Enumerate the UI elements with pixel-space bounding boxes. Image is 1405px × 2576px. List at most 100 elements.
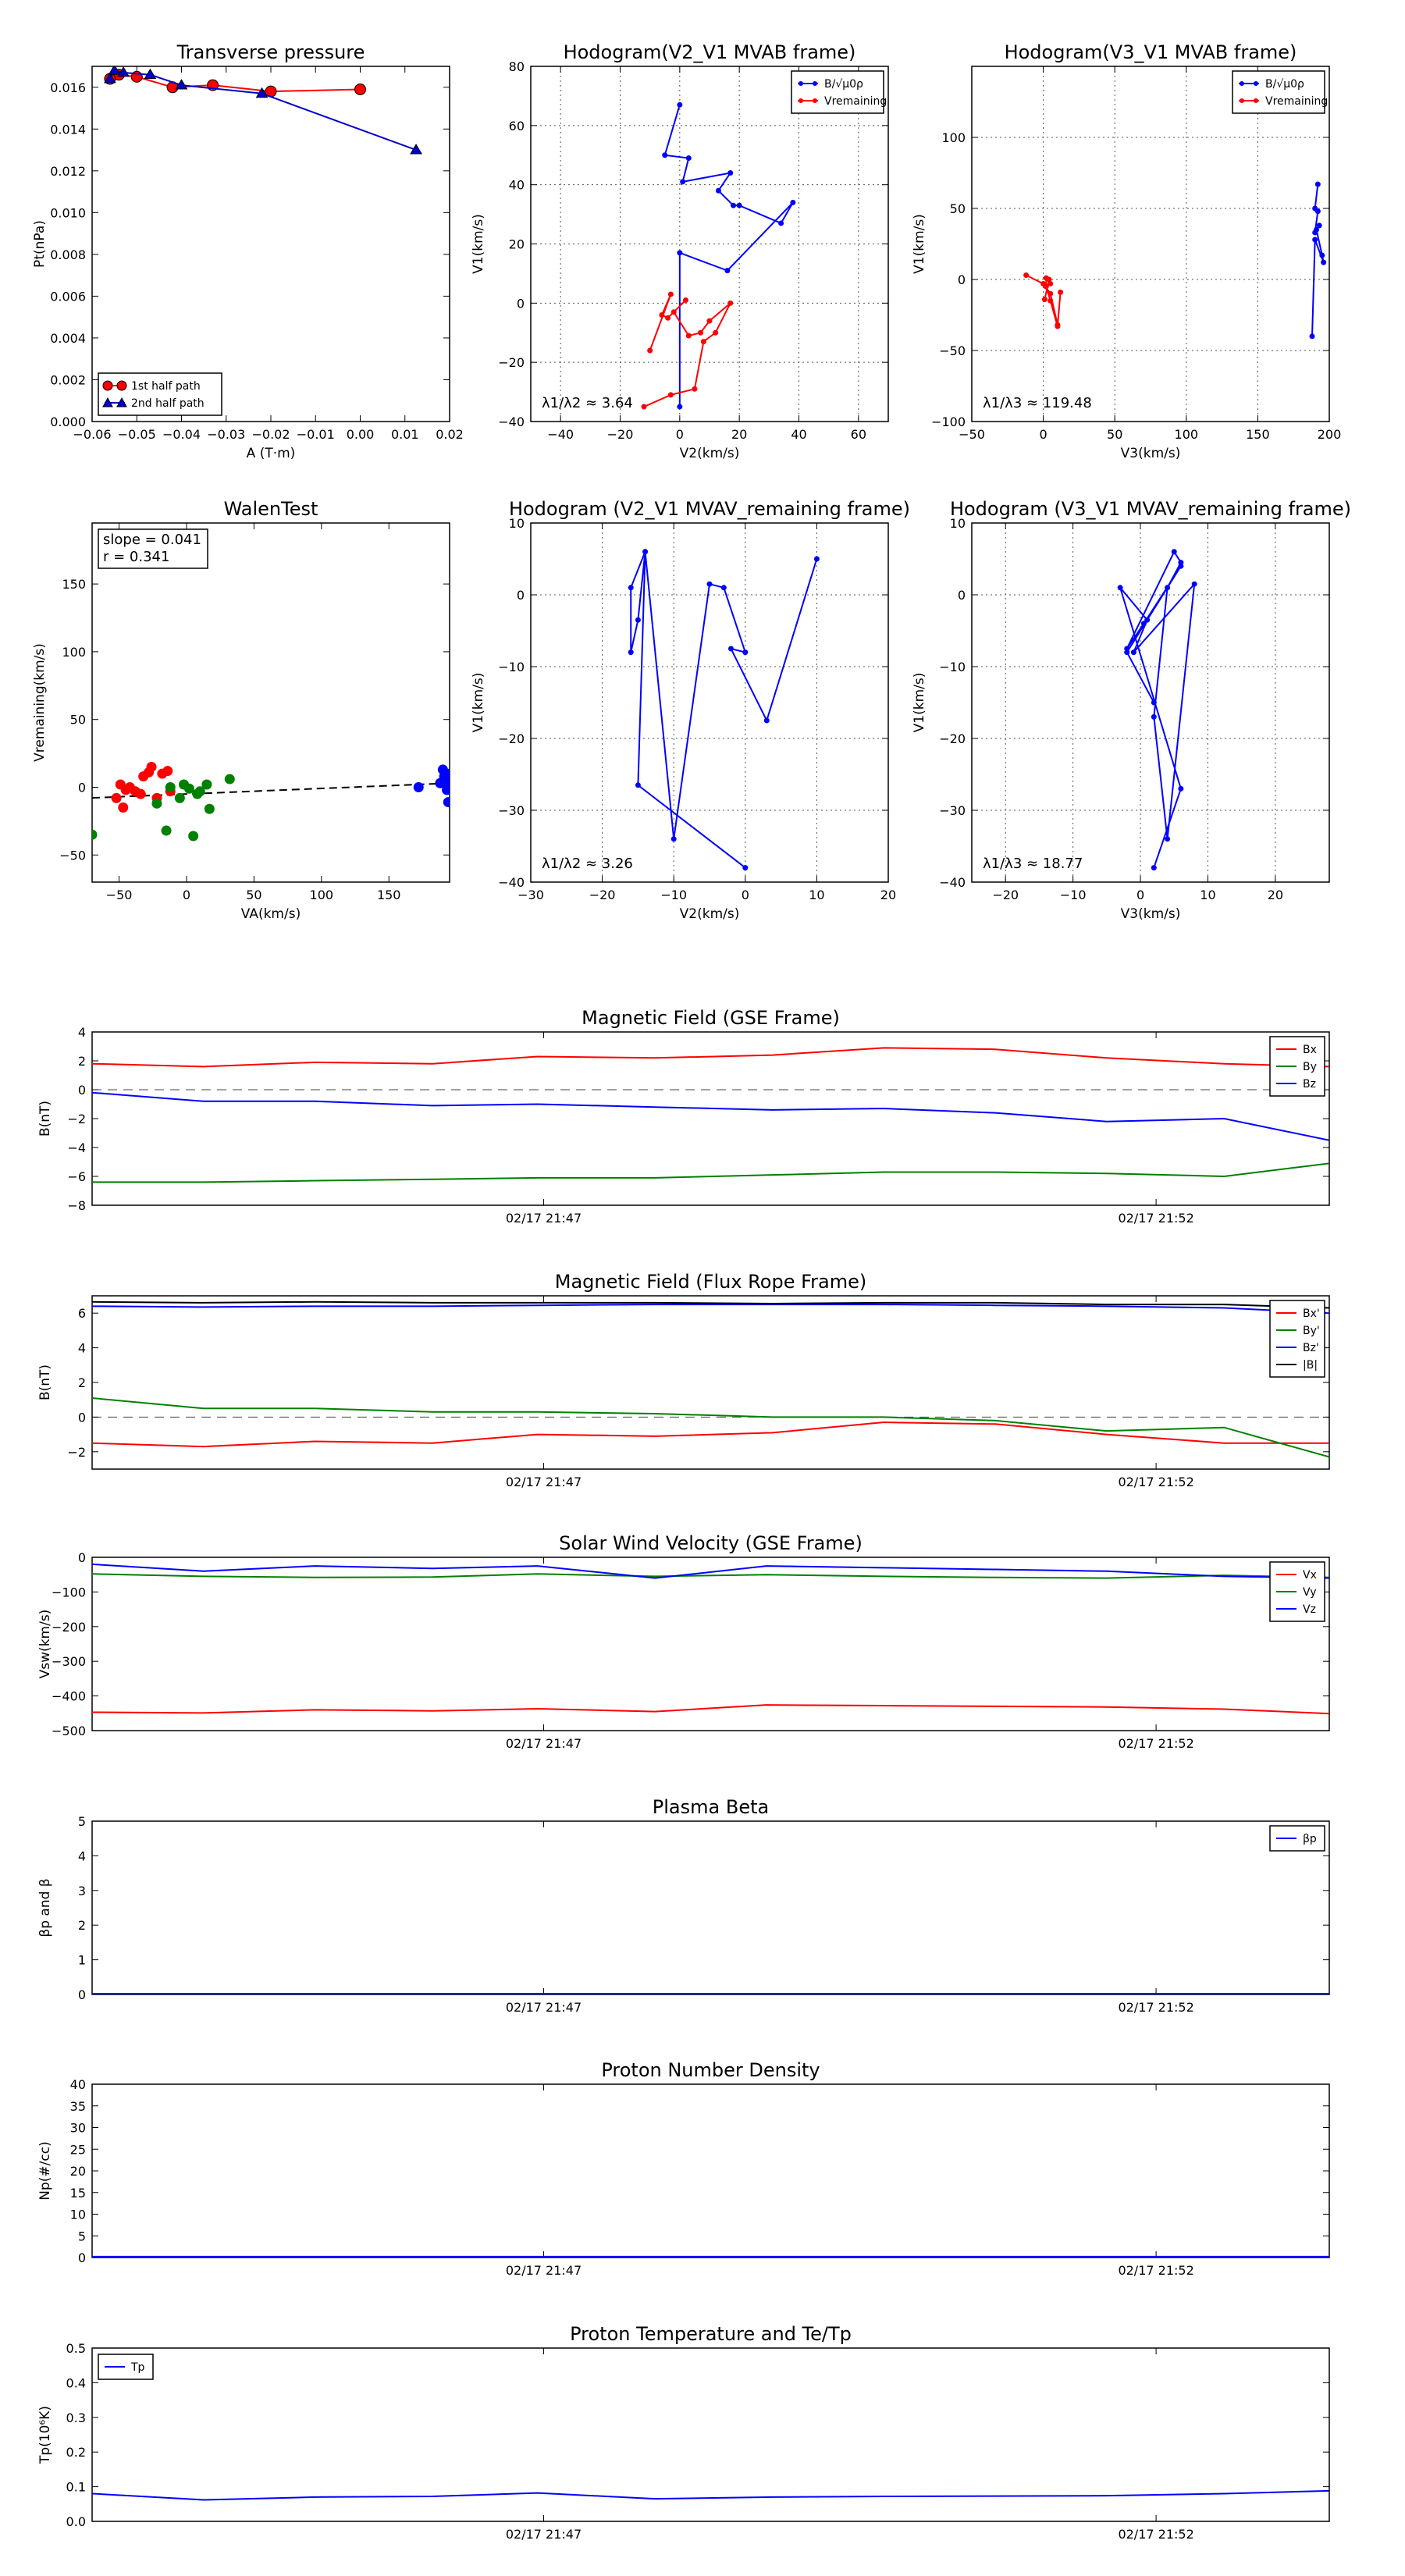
data-point [92, 829, 98, 840]
chart-title: Plasma Beta [653, 1796, 769, 1818]
data-point [677, 404, 683, 410]
y-tick-label: 0 [517, 296, 525, 311]
y-tick-label: 0.2 [66, 2445, 86, 2460]
data-point [720, 585, 727, 591]
plot-area [92, 1300, 1329, 1458]
data-point [790, 199, 796, 205]
chart-title: Hodogram(V3_V1 MVAB frame) [1005, 41, 1297, 63]
y-tick-label: 0.000 [50, 415, 86, 429]
legend-label: |B| [1303, 1359, 1318, 1372]
legend-label: Vremaining [824, 95, 887, 108]
data-point [1312, 237, 1318, 243]
y-tick-label: 40 [70, 2077, 86, 2092]
data-point [1178, 785, 1184, 792]
legend-box [98, 372, 222, 416]
legend-label: B/√μ0ρ [1265, 78, 1304, 91]
y-tick-label: −200 [52, 1620, 86, 1635]
data-point [1314, 181, 1321, 187]
y-tick-label: −30 [939, 803, 966, 818]
plot-area [641, 101, 796, 410]
y-axis-label: V1(km/s) [912, 673, 927, 733]
x-axis-label: A (T·m) [247, 446, 296, 461]
series-line-Bz' [92, 1304, 1329, 1315]
y-tick-label: 100 [62, 645, 86, 660]
annotation-text: λ1/λ3 ≈ 18.77 [983, 856, 1083, 872]
data-point [706, 318, 713, 324]
y-tick-label: 0 [517, 588, 525, 603]
data-point [778, 220, 784, 226]
y-tick-label: 0.4 [66, 2375, 86, 2390]
data-point [108, 66, 121, 75]
series-line-Bx [92, 1047, 1329, 1068]
data-point [1165, 836, 1171, 842]
y-tick-label: −100 [52, 1585, 86, 1599]
y-tick-label: 0.1 [66, 2480, 86, 2495]
legend-marker [116, 397, 127, 407]
chart-mag_gse: 02/17 21:47 02/17 21:52 −8 −6 −4 −2 0 2 4 Magneti… [37, 1007, 1330, 1226]
x-tick-label: −0.01 [297, 427, 335, 442]
legend-label: βp [1303, 1833, 1317, 1845]
data-point [1151, 699, 1157, 706]
y-tick-label: 0.012 [50, 164, 86, 179]
data-point [194, 786, 205, 797]
x-tick-label: 02/17 21:47 [506, 2000, 582, 2015]
y-tick-label: 0 [78, 1550, 86, 1565]
y-tick-label: 4 [78, 1025, 86, 1040]
axes-frame [91, 2347, 1330, 2522]
y-tick-label: 35 [70, 2099, 86, 2114]
x-tick-label: 0 [676, 427, 684, 442]
y-tick-label: 2 [78, 1375, 86, 1390]
y-tick-label: 50 [70, 713, 86, 728]
data-point [1144, 617, 1151, 623]
data-point [1312, 229, 1318, 236]
plot-area [92, 1047, 1329, 1183]
y-tick-label: −400 [52, 1689, 86, 1704]
data-point [188, 831, 199, 841]
y-tick-label: 1 [78, 1953, 86, 1968]
data-point [1191, 581, 1197, 587]
y-tick-label: 0 [958, 588, 966, 603]
y-tick-label: 0.5 [66, 2341, 86, 2356]
x-tick-label: 02/17 21:52 [1118, 1736, 1193, 1751]
chart-vsw: 02/17 21:47 02/17 21:52 −500 −400 −300 −200 −1… [37, 1532, 1330, 1751]
data-point [444, 777, 450, 788]
data-point [161, 825, 172, 836]
series-line-By' [92, 1397, 1329, 1458]
data-point [1041, 296, 1048, 302]
data-point [682, 297, 688, 304]
x-axis-label: V3(km/s) [1121, 446, 1181, 461]
data-point [165, 781, 176, 792]
data-point [698, 329, 704, 336]
data-point [1023, 272, 1030, 279]
x-tick-label: −10 [1060, 888, 1087, 902]
data-point [680, 179, 686, 185]
data-point [635, 782, 641, 788]
x-tick-label: −20 [992, 888, 1019, 902]
data-point [667, 291, 674, 297]
data-point [175, 79, 188, 90]
y-tick-label: −50 [59, 848, 86, 863]
x-tick-label: −0.03 [207, 427, 245, 442]
data-point [742, 865, 749, 871]
x-tick-label: 50 [246, 888, 261, 902]
y-tick-label: −500 [52, 1724, 86, 1738]
chart-title: Hodogram (V3_V1 MVAV_remaining frame) [950, 498, 1351, 520]
data-point [118, 802, 129, 813]
data-point [1043, 283, 1049, 290]
y-axis-label: V1(km/s) [471, 214, 486, 274]
data-point [685, 155, 692, 162]
y-tick-label: −40 [498, 875, 525, 890]
x-tick-label: 0.01 [391, 427, 419, 442]
chart-title: Proton Number Density [601, 2059, 820, 2081]
x-tick-label: −0.02 [251, 427, 290, 442]
series-line-Vy [92, 1573, 1329, 1579]
y-tick-label: 0 [78, 1083, 86, 1098]
data-point [410, 144, 422, 155]
chart-title: Hodogram (V2_V1 MVAV_remaining frame) [509, 498, 910, 520]
legend-label: Tp [130, 2361, 145, 2374]
data-point [201, 779, 212, 790]
data-point [1151, 865, 1157, 871]
data-point [813, 556, 820, 562]
x-axis-label: VA(km/s) [241, 906, 301, 922]
